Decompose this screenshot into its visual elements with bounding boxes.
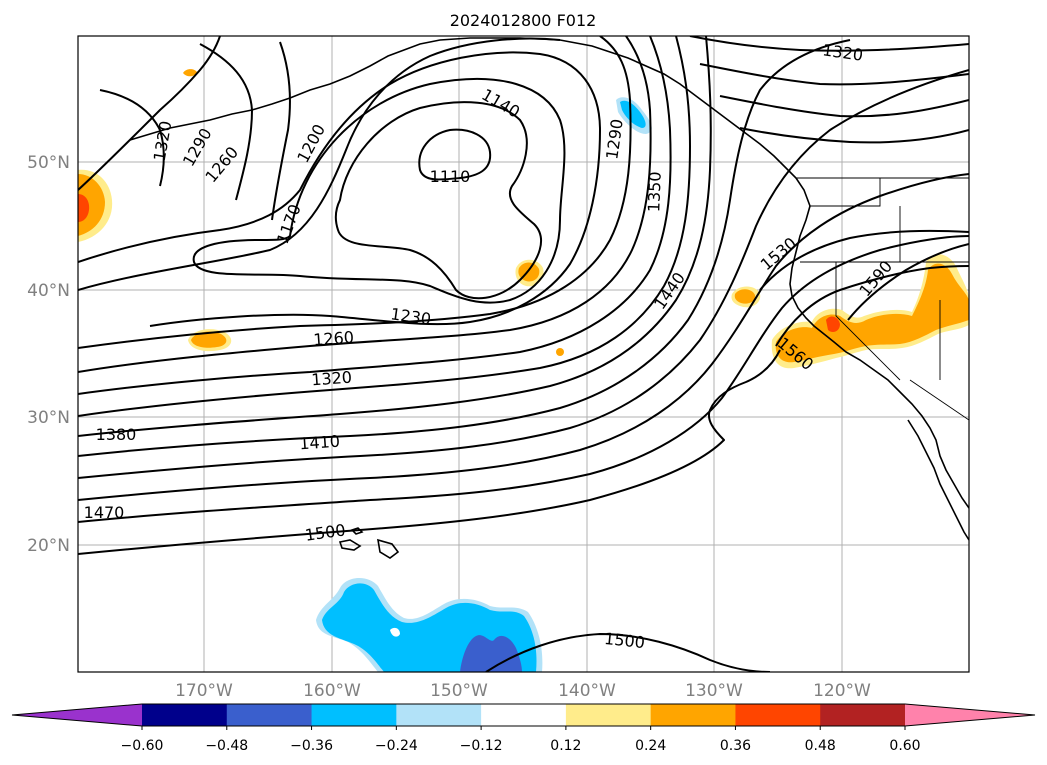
colorbar-tick-label: −0.12: [460, 738, 503, 754]
contour-1170: [192, 77, 566, 304]
lat-label: 50°N: [27, 153, 70, 173]
colorbar-segment: [396, 704, 482, 726]
map-frame: [77, 35, 970, 673]
contour-1230: [78, 36, 632, 349]
colorbar: −0.60 −0.48 −0.36 −0.24 −0.12 0.12 0.24 0.36 0.4…: [11, 703, 1036, 754]
colorbar-segment: [565, 704, 652, 726]
contour-1350: [78, 36, 712, 437]
contour-north-1320: [689, 36, 969, 52]
lon-label: 150°W: [430, 681, 488, 701]
colorbar-segment: [735, 704, 821, 726]
longitude-labels: 170°W 160°W 150°W 140°W 130°W 120°W: [175, 681, 871, 701]
lat-label: 30°N: [27, 408, 70, 428]
contour-1140: [334, 101, 543, 300]
colorbar-tick-label: −0.24: [375, 738, 418, 754]
contour-label: 1470: [84, 503, 125, 522]
colorbar-tick-label: 0.36: [720, 738, 751, 754]
border-ca-nv: [835, 262, 901, 381]
contour-label: 1410: [299, 432, 341, 454]
contour-1530: [759, 229, 969, 291]
map-panel: 1320 1290 1260 1200 1140 1110 1170 1290 …: [77, 35, 970, 673]
contour-1410: [78, 69, 969, 479]
lon-label: 170°W: [175, 681, 233, 701]
colorbar-extend-low: [12, 704, 142, 726]
lon-label: 130°W: [685, 681, 743, 701]
shade-south-white: [390, 627, 400, 637]
colorbar-extend-high: [905, 704, 1035, 726]
latitude-labels: 50°N 40°N 30°N 20°N: [27, 153, 70, 556]
lat-label: 20°N: [27, 536, 70, 556]
lon-label: 120°W: [813, 681, 871, 701]
colorbar-segment: [311, 704, 397, 726]
contour-1590: [847, 243, 969, 321]
contour-1110: [418, 128, 492, 181]
colorbar-tick-label: 0.60: [889, 738, 920, 754]
contour-label: 1350: [644, 171, 664, 212]
contour-1500: [78, 349, 781, 555]
shade-west-orange: [78, 174, 105, 236]
contour-1470: [78, 235, 969, 523]
contour-nw-2: [99, 89, 165, 187]
contour-1380: [78, 39, 851, 457]
contour-1290: [78, 36, 672, 395]
lon-label: 160°W: [303, 681, 361, 701]
contour-label: 1320: [311, 368, 353, 390]
contour-1230-a: [78, 37, 561, 291]
colorbar-segment: [142, 704, 228, 726]
colorbar-segment: [650, 704, 736, 726]
contour-1200: [78, 51, 601, 327]
colorbar-tick-label: 0.12: [550, 738, 581, 754]
contour-label: 1500: [603, 629, 645, 652]
coastline-alaska: [129, 37, 811, 207]
contour-nw-3: [199, 43, 253, 201]
contour-label: 1260: [313, 328, 355, 350]
coastline-hawaii-2: [377, 538, 400, 559]
contour-1440: [78, 173, 969, 501]
colorbar-segment: [820, 704, 906, 726]
contour-nw-4: [271, 41, 291, 221]
coastlines: [129, 37, 969, 559]
shade-127w-orange: [734, 289, 756, 304]
lat-label: 40°N: [27, 281, 70, 301]
shade-ca-red: [826, 316, 840, 332]
border-us-mexico: [909, 379, 969, 421]
figure-title: 2024012800 F012: [450, 11, 597, 30]
shade-170w-orange: [191, 331, 227, 348]
colorbar-tick-label: 0.48: [805, 738, 836, 754]
contour-north-3: [719, 95, 969, 118]
colorbar-tick-label: −0.48: [205, 738, 248, 754]
contour-label: 1380: [96, 425, 137, 444]
colorbar-segment: [226, 704, 313, 726]
contour-1560: [775, 265, 969, 347]
coastline-baja: [907, 419, 969, 541]
lon-label: 140°W: [558, 681, 616, 701]
contour-north-4: [739, 127, 969, 144]
contour-1260: [78, 36, 652, 373]
coastline-hawaii-1: [338, 539, 362, 551]
colorbar-segment: [481, 704, 567, 726]
colorbar-tick-label: −0.60: [121, 738, 164, 754]
contour-1500-south: [485, 633, 771, 672]
colorbar-tick-label: 0.24: [635, 738, 666, 754]
shade-ak-blue: [620, 100, 646, 128]
shade-ca-orange: [775, 263, 969, 363]
shade-west-red: [78, 194, 90, 222]
contour-1320: [78, 36, 691, 417]
shaded-field: [78, 69, 969, 672]
colorbar-tick-label: −0.36: [290, 738, 333, 754]
coastline-west-coast: [789, 205, 969, 509]
contour-label: 1110: [430, 167, 471, 186]
coastline-hawaii-3: [350, 527, 364, 535]
contour-north-2: [699, 63, 969, 86]
height-contours: [78, 36, 969, 672]
contour-nw-1: [78, 36, 221, 191]
shade-south-darkblue: [460, 635, 522, 672]
shade-tiny-north: [183, 69, 197, 77]
shade-tiny-dot: [556, 348, 564, 356]
border-wa-or: [810, 178, 881, 207]
